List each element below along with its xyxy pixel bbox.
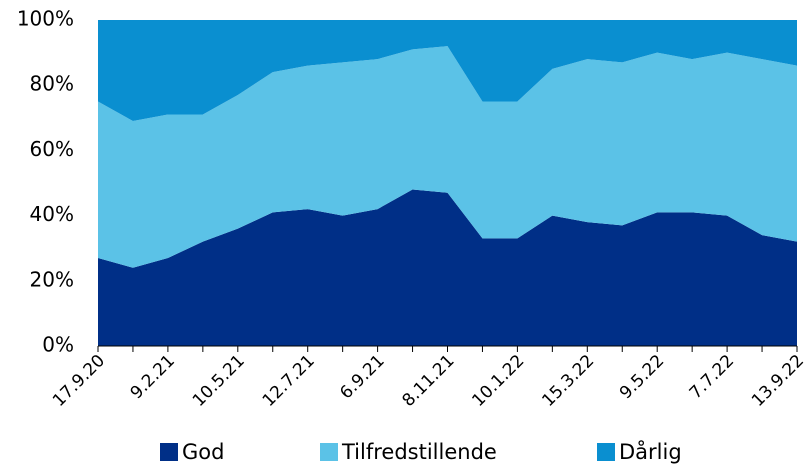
y-tick-label: 100%	[17, 7, 74, 31]
x-tick-label: 9.2.21	[127, 351, 179, 403]
legend-swatch	[597, 443, 615, 461]
legend-item: God	[160, 440, 224, 464]
y-tick-label: 20%	[30, 267, 74, 291]
legend-item: Dårlig	[597, 439, 682, 464]
x-tick-label: 8.11.21	[399, 351, 459, 411]
legend-label: Tilfredstillende	[341, 440, 497, 464]
x-tick-label: 6.9.21	[336, 351, 388, 403]
legend-item: Tilfredstillende	[320, 440, 497, 464]
x-tick-label: 7.7.22	[686, 351, 738, 403]
area	[98, 46, 797, 268]
x-tick-label: 15.3.22	[538, 351, 598, 411]
legend-swatch	[160, 443, 178, 461]
y-tick-label: 40%	[30, 202, 74, 226]
x-tick-label: 17.9.20	[49, 351, 109, 411]
legend-swatch	[320, 443, 338, 461]
legend-label: God	[182, 440, 224, 464]
area	[98, 189, 797, 346]
area	[98, 20, 797, 122]
legend-label: Dårlig	[619, 439, 682, 464]
x-tick-label: 9.5.22	[616, 351, 668, 403]
y-tick-label: 0%	[42, 333, 74, 357]
y-tick-label: 80%	[30, 72, 74, 96]
x-tick-label: 10.1.22	[468, 351, 528, 411]
y-tick-label: 60%	[30, 137, 74, 161]
x-tick-label: 13.9.22	[748, 351, 804, 411]
x-tick-label: 12.7.21	[259, 351, 319, 411]
x-tick-label: 10.5.21	[189, 351, 249, 411]
